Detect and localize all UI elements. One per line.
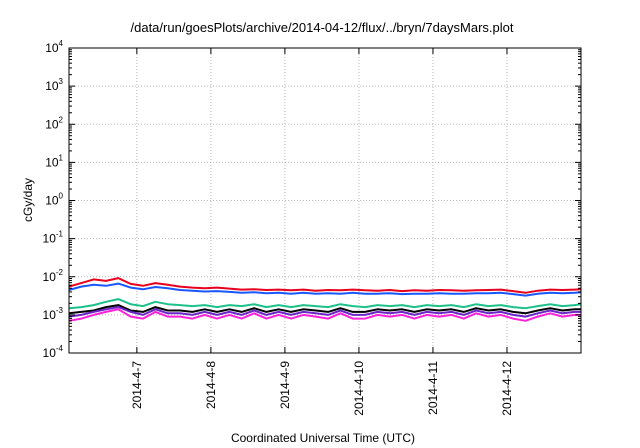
series-line-1 (68, 277, 582, 294)
y-tick-label: 102 (45, 115, 63, 131)
x-tick-label: 2014-4-8 (204, 361, 218, 409)
series-line-6 (68, 308, 581, 322)
y-axis-label: cGy/day (21, 178, 35, 222)
y-tick-label: 10-4 (43, 344, 64, 360)
x-tick-label: 2014-4-10 (352, 361, 366, 416)
series-line-4 (68, 304, 581, 315)
series-line-5 (68, 306, 581, 318)
y-tick-label: 10-3 (43, 306, 64, 322)
y-tick-label: 103 (45, 77, 63, 93)
y-tick-label: 100 (45, 192, 63, 208)
chart-title: /data/run/goesPlots/archive/2014-04-12/f… (131, 20, 514, 35)
x-tick-label: 2014-4-12 (500, 361, 514, 416)
series-line-3 (68, 298, 582, 310)
y-tick-label: 101 (45, 153, 63, 169)
y-tick-label: 10-1 (43, 230, 64, 246)
grid (69, 48, 581, 353)
series-line-2 (68, 282, 582, 297)
y-tick-label: 10-2 (43, 268, 64, 284)
x-axis-label: Coordinated Universal Time (UTC) (231, 431, 415, 445)
plot-frame (68, 47, 582, 354)
x-axis: 2014-4-7 2014-4-8 2014-4-9 2014-4-10 2014-4-… (130, 48, 514, 416)
y-tick-label: 104 (45, 39, 63, 55)
x-tick-label: 2014-4-9 (278, 361, 292, 409)
x-tick-label: 2014-4-7 (130, 361, 144, 409)
series-group (68, 277, 582, 322)
x-tick-label: 2014-4-11 (426, 361, 440, 415)
